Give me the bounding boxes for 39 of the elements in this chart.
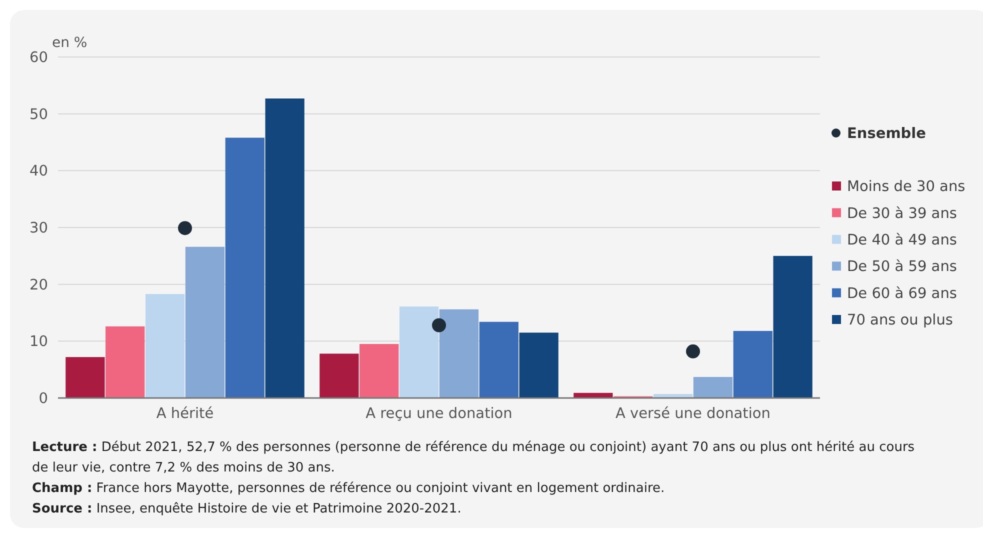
bar	[145, 294, 185, 398]
point	[686, 344, 700, 358]
x-tick-label: A versé une donation	[616, 406, 770, 422]
legend-label: De 40 à 49 ans	[847, 232, 957, 248]
bar	[265, 98, 304, 398]
y-tick-label: 10	[30, 334, 48, 350]
bar	[519, 332, 558, 398]
y-tick-label: 30	[30, 220, 48, 237]
bar	[399, 306, 439, 398]
point	[432, 318, 446, 332]
y-tick-label: 50	[30, 106, 48, 123]
x-tick-label: A reçu une donation	[366, 406, 512, 422]
legend-label: Ensemble	[847, 126, 926, 142]
legend-label: De 30 à 39 ans	[847, 206, 957, 222]
point	[178, 221, 192, 236]
legend-label: De 60 à 69 ans	[847, 286, 957, 302]
y-tick-label: 40	[30, 164, 48, 180]
bar	[693, 376, 733, 398]
legend-label: De 50 à 59 ans	[847, 259, 957, 276]
text: Lecture : Début 2021, 52,7 % des personnes (personne de référence du ménage ou conjoint) ayant 70 ans ou plus ont hérité au cours de leur vie, contre 7,2 % des moins de 30 ans.	[32, 440, 915, 476]
source-note: Source : Insee, enquête Histoire de vie et Patrimoine 2020-2021.	[32, 502, 462, 516]
bar	[185, 246, 225, 398]
y-tick-label: 60	[30, 50, 48, 66]
y-tick-label: 20	[30, 277, 48, 294]
text: Champ : France hors Mayotte, personnes de référence ou conjoint vivant en logement ordinaire.	[32, 481, 665, 496]
y-tick-label: 0	[38, 391, 48, 408]
bar	[320, 354, 359, 398]
legend-label: Moins de 30 ans	[847, 179, 966, 196]
bar	[225, 138, 264, 398]
x-tick-label: A hérité	[156, 406, 214, 422]
bar	[479, 322, 518, 398]
bar	[439, 309, 479, 398]
bar	[106, 326, 145, 398]
legend-label: 70 ans ou plus	[847, 312, 953, 329]
bar	[773, 256, 812, 398]
bar	[360, 344, 399, 398]
bar	[66, 357, 105, 398]
bar	[733, 330, 772, 398]
y-axis-title: en %	[52, 35, 88, 51]
